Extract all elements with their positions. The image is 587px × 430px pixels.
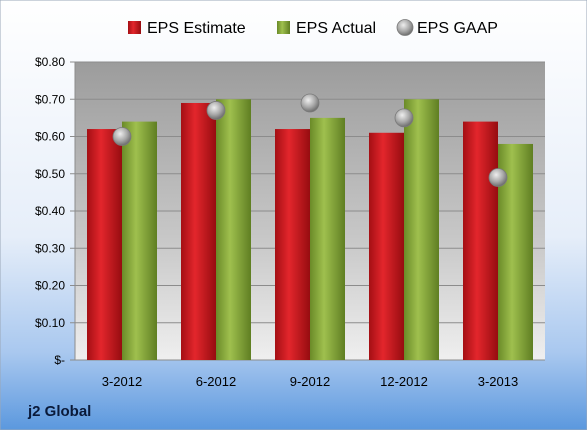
marker-eps-gaap <box>394 108 414 128</box>
marker-eps-gaap <box>488 168 508 187</box>
marker-eps-gaap <box>112 127 132 146</box>
x-tick-label: 3-2012 <box>102 374 142 389</box>
y-tick-label: $0.70 <box>35 92 65 106</box>
marker-eps-gaap <box>206 101 226 120</box>
y-tick-label: $0.30 <box>35 241 65 255</box>
bar-eps-estimate <box>369 132 404 360</box>
markers <box>112 93 508 187</box>
legend-swatch <box>128 21 141 34</box>
y-tick-label: $0.40 <box>35 204 65 218</box>
bar-eps-actual <box>122 121 157 360</box>
y-tick-label: $- <box>54 353 65 367</box>
x-tick-label: 12-2012 <box>380 374 428 389</box>
bar-eps-estimate <box>181 102 216 360</box>
legend-item: EPS Actual <box>277 20 376 37</box>
x-tick-label: 9-2012 <box>290 374 330 389</box>
bar-eps-actual <box>310 117 345 360</box>
legend-item: EPS GAAP <box>396 19 498 37</box>
bars <box>87 99 533 360</box>
y-tick-label: $0.10 <box>35 316 65 330</box>
x-tick-label: 3-2013 <box>478 374 518 389</box>
marker-eps-gaap <box>300 93 320 113</box>
y-tick-label: $0.50 <box>35 167 65 181</box>
legend-label: EPS Actual <box>296 20 376 37</box>
bar-eps-actual <box>404 99 439 360</box>
legend-swatch <box>396 19 414 36</box>
bar-eps-estimate <box>275 129 310 360</box>
x-axis-ticks: 3-2012 6-2012 9-2012 12-2012 3-2013 <box>102 374 518 389</box>
bar-eps-estimate <box>87 129 122 360</box>
y-tick-label: $0.60 <box>35 130 65 144</box>
legend: EPS Estimate EPS Actual EPS GAAP <box>128 19 498 37</box>
legend-label: EPS GAAP <box>417 20 498 37</box>
legend-item: EPS Estimate <box>128 20 246 37</box>
company-label: j2 Global <box>27 403 91 420</box>
y-axis-ticks: $- $0.10 $0.20 $0.30 $0.40 $0.50 $0.60 $0.70 $0.… <box>35 55 65 367</box>
y-tick-label: $0.80 <box>35 55 65 69</box>
bar-eps-estimate <box>463 121 498 360</box>
bar-eps-actual <box>216 99 251 360</box>
legend-label: EPS Estimate <box>147 20 246 37</box>
x-tick-label: 6-2012 <box>196 374 236 389</box>
legend-swatch <box>277 21 290 34</box>
y-tick-label: $0.20 <box>35 279 65 293</box>
